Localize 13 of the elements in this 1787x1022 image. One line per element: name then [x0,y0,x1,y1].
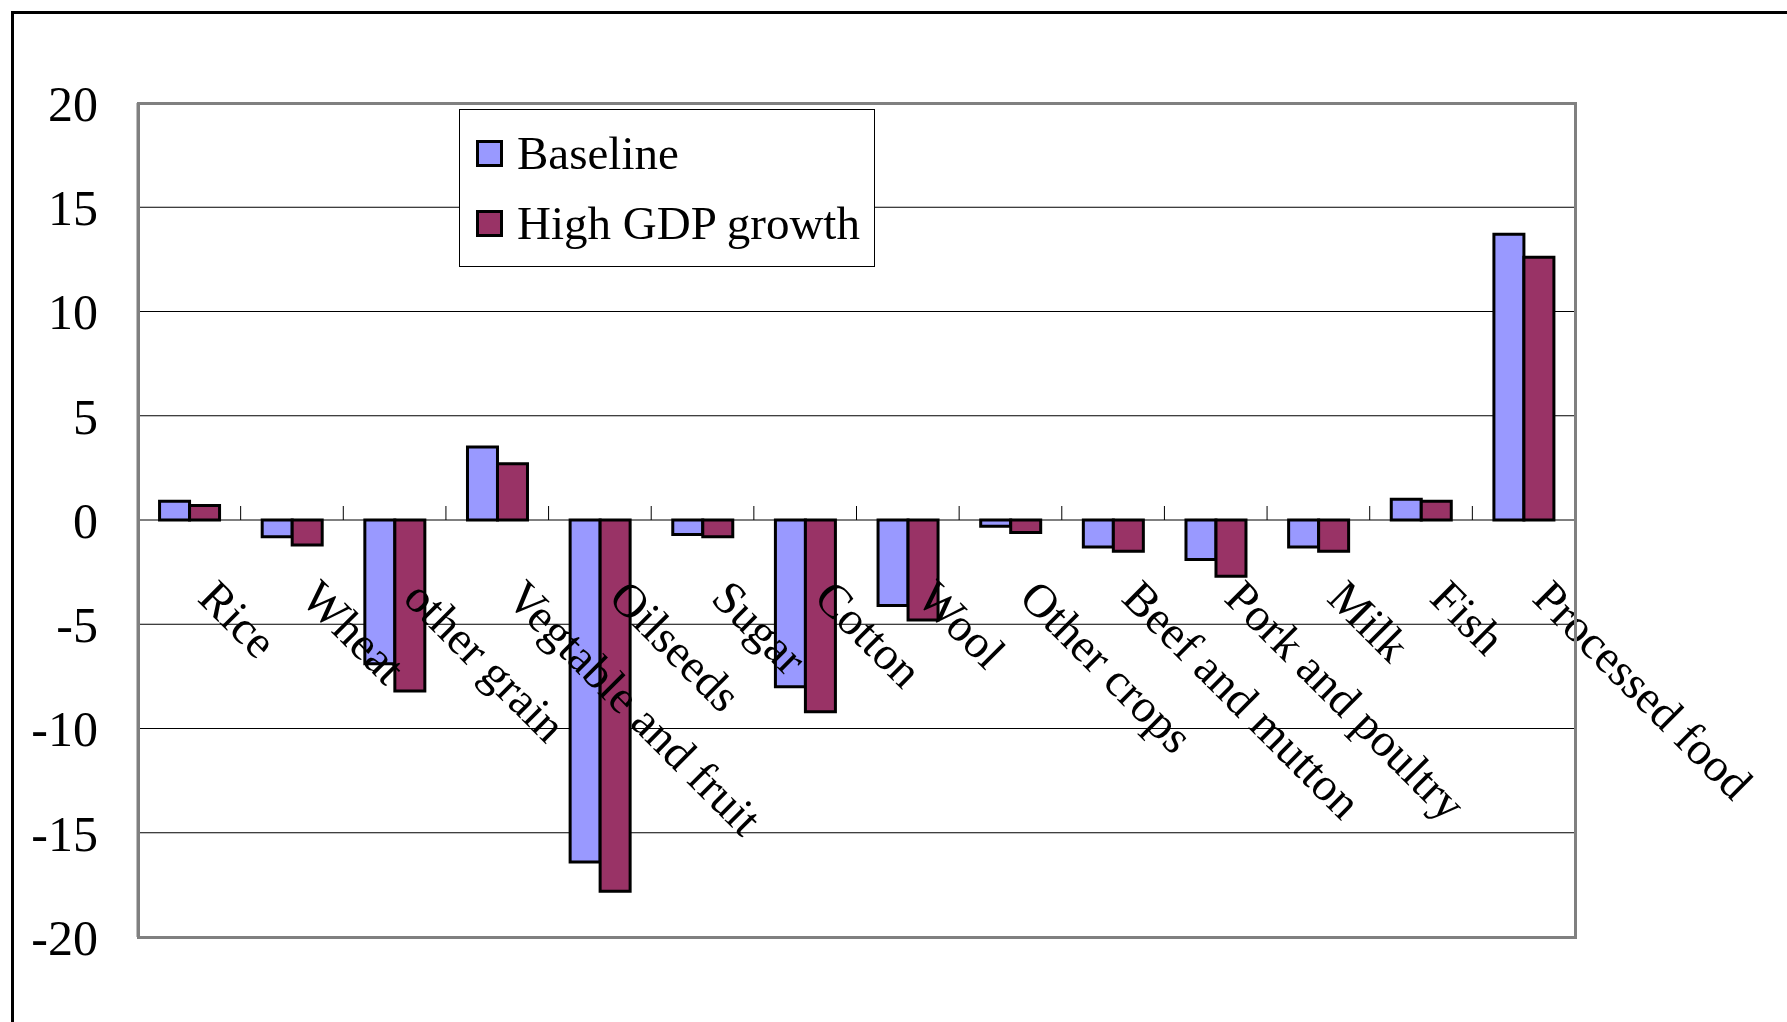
x-tick-label: Rice [189,570,287,668]
y-tick-label: -10 [31,701,98,758]
y-tick-label: 15 [48,180,98,236]
legend-label: Baseline [517,126,679,179]
y-tick-label: -15 [31,805,98,862]
y-tick-label: -5 [56,597,98,653]
y-tick-label: 0 [73,492,98,549]
legend-label: High GDP growth [517,196,860,249]
x-tick-label: Fish [1420,570,1516,665]
y-tick-label: 5 [73,388,98,445]
y-tick-label: 20 [48,75,98,132]
y-tick-label: 10 [48,284,98,341]
y-tick-label: -20 [31,909,98,966]
